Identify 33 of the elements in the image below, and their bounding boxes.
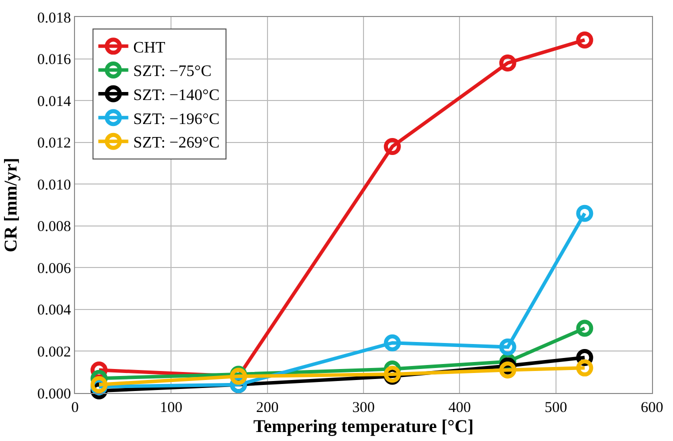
- y-tick-label: 0.002: [37, 344, 71, 360]
- y-tick-label: 0.010: [37, 177, 71, 194]
- x-tick-label: 100: [160, 400, 182, 416]
- legend-label: SZT: −140°C: [133, 87, 220, 104]
- legend-label: CHT: [133, 39, 166, 56]
- legend-label: SZT: −269°C: [133, 134, 220, 152]
- x-tick-label: 200: [256, 400, 279, 416]
- y-tick-label: 0.000: [37, 386, 71, 402]
- point: [576, 359, 594, 376]
- y-axis-title: CR [mm/yr]: [0, 158, 20, 252]
- x-tick-label: 600: [640, 400, 664, 416]
- legend-label: SZT: −196°C: [133, 110, 220, 128]
- point: [384, 334, 401, 352]
- point: [499, 362, 516, 379]
- y-tick-label: 0.012: [37, 136, 71, 152]
- point: [499, 54, 516, 72]
- point: [499, 338, 516, 356]
- y-tick-label: 0.016: [37, 52, 72, 68]
- x-tick-label: 300: [352, 400, 375, 416]
- point: [384, 138, 401, 156]
- y-tick-label: 0.018: [37, 10, 71, 26]
- point: [576, 320, 594, 337]
- point: [576, 204, 594, 222]
- legend-label: SZT: −75°C: [133, 63, 212, 80]
- y-tick-label: 0.006: [37, 260, 72, 277]
- x-tick-label: 500: [544, 400, 568, 416]
- x-axis-title: Tempering temperature [°C]: [253, 416, 474, 436]
- x-tick-label: 400: [448, 400, 471, 416]
- y-tick-label: 0.014: [37, 94, 72, 110]
- x-tick-label: 0: [71, 400, 79, 416]
- y-tick-label: 0.008: [37, 219, 71, 236]
- y-tick-label: 0.004: [37, 302, 72, 319]
- point: [576, 31, 594, 48]
